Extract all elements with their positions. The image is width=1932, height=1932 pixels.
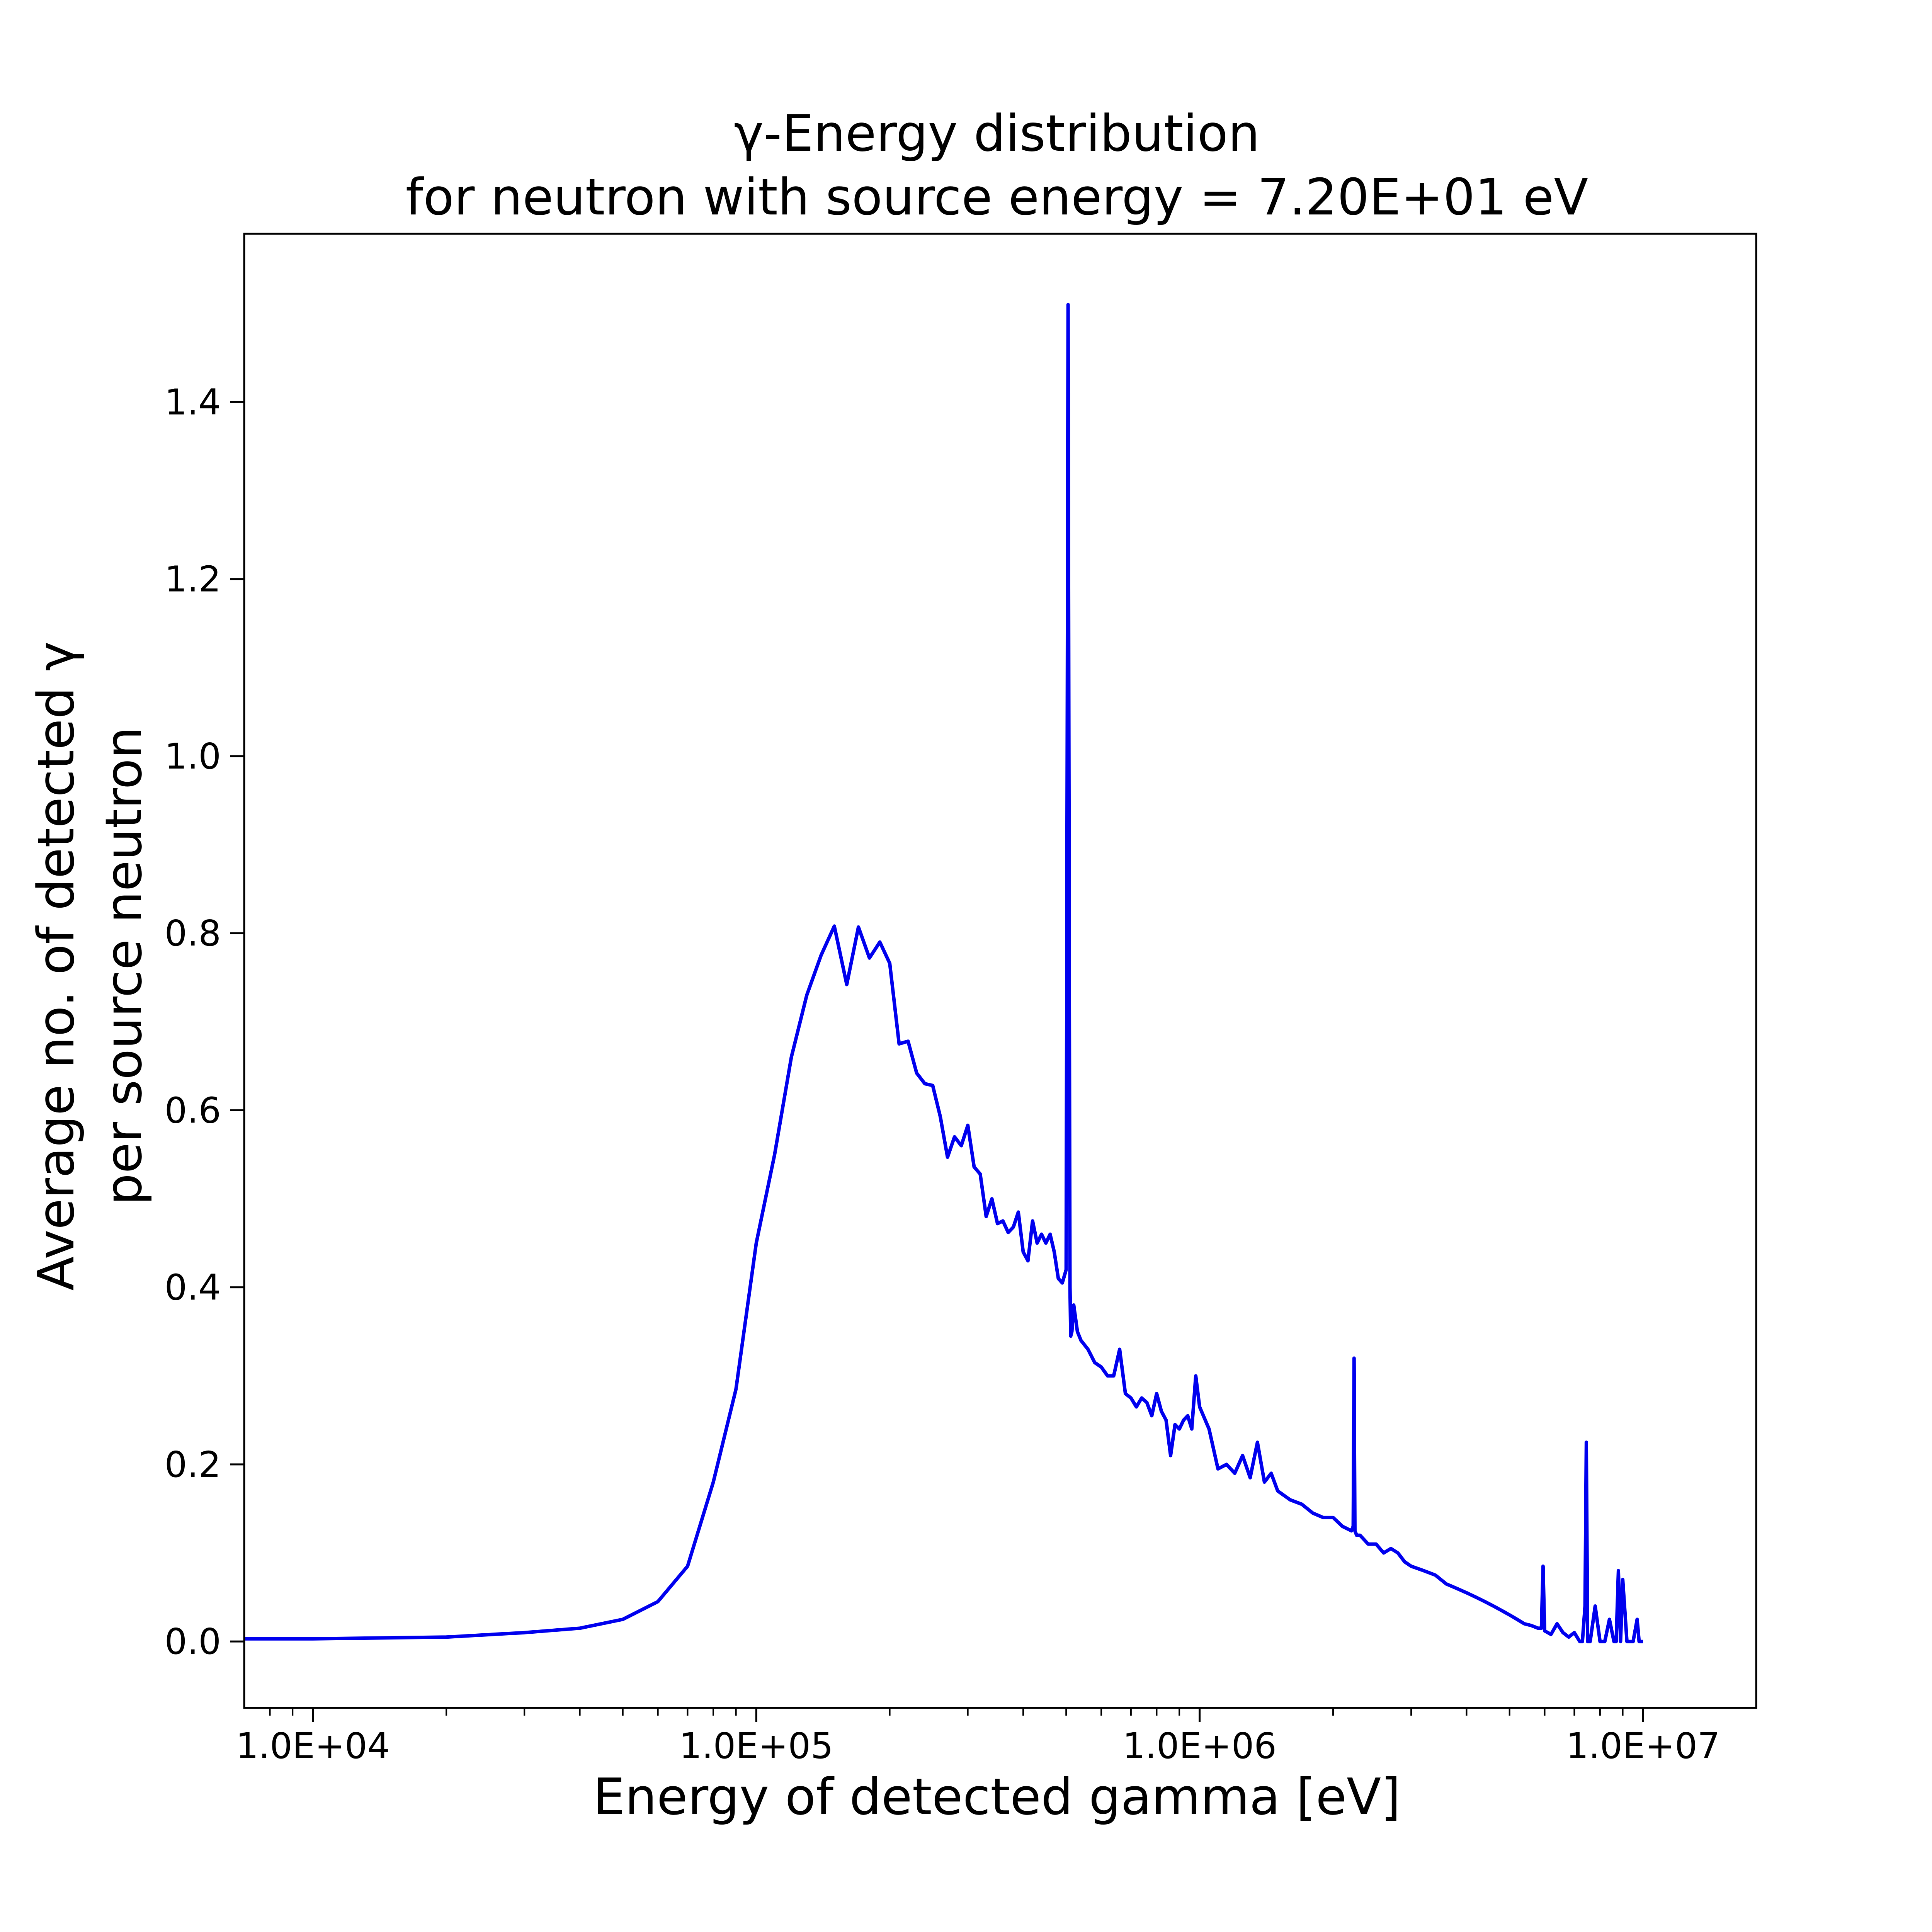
y-tick-label: 0.2 <box>165 1444 221 1485</box>
x-tick-label: 1.0E+06 <box>1122 1725 1277 1767</box>
y-tick-label: 1.2 <box>165 559 221 600</box>
x-axis-ticks: 1.0E+04 1.0E+05 1.0E+06 1.0E+07 <box>236 1708 1720 1767</box>
chart-title-line1: γ-Energy distribution <box>734 104 1260 163</box>
series-line-0 <box>244 303 1643 1643</box>
y-axis-label-line1: Average no. of detected γ <box>27 641 85 1291</box>
y-tick-label: 1.4 <box>165 381 221 423</box>
y-axis-label-group: Average no. of detected γ <box>27 641 85 1291</box>
x-tick-label: 1.0E+05 <box>679 1725 833 1767</box>
x-tick-label: 1.0E+07 <box>1566 1725 1720 1767</box>
chart-title-line2: for neutron with source energy = 7.20E+0… <box>406 168 1588 226</box>
axes-frame <box>243 233 1757 1709</box>
plot-area: 1.0E+04 1.0E+05 1.0E+06 1.0E+07 0.00.20.40.… <box>165 233 1757 1767</box>
y-tick-label: 0.6 <box>165 1090 221 1131</box>
x-axis-label: Energy of detected gamma [eV] <box>593 1767 1401 1826</box>
x-tick-label: 1.0E+04 <box>236 1725 390 1767</box>
y-tick-label: 0.0 <box>165 1621 221 1662</box>
y-tick-label: 0.8 <box>165 913 221 954</box>
y-tick-label: 1.0 <box>165 736 221 777</box>
y-axis-label-group-2: per source neutron <box>94 727 153 1206</box>
y-axis-label-line2: per source neutron <box>94 727 153 1206</box>
series-line-group <box>244 303 1643 1643</box>
y-tick-label: 0.4 <box>165 1267 221 1308</box>
y-axis-ticks: 0.0 0.2 0.4 0.6 0.8 1.0 1.2 1.4 <box>165 381 244 1662</box>
